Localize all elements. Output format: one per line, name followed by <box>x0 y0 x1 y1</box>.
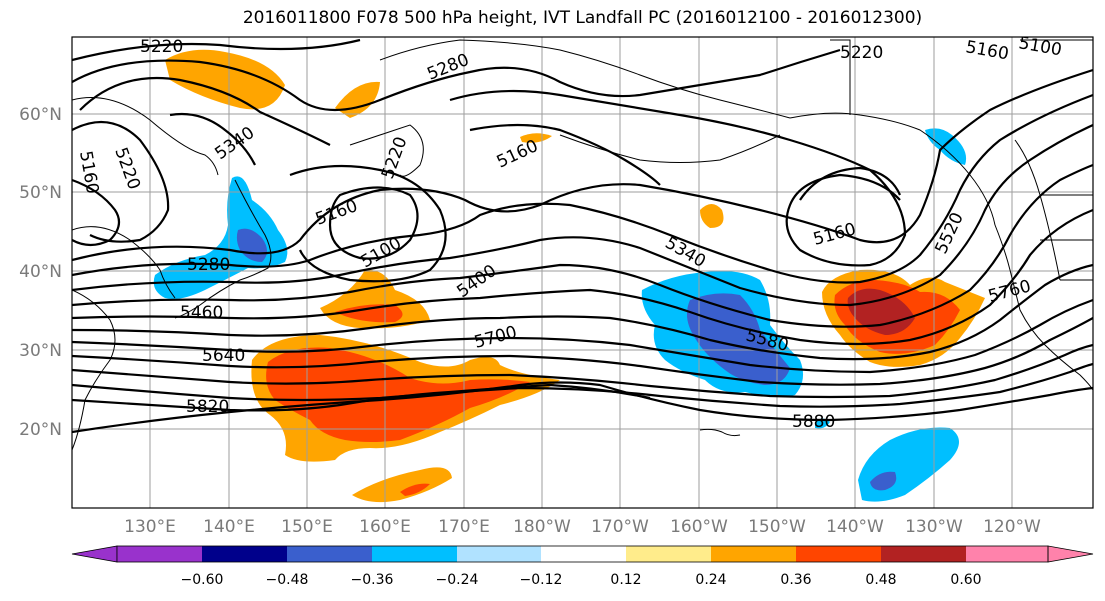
contour-label: 5640 <box>202 346 245 366</box>
colorbar-segment <box>457 546 541 562</box>
contour-label: 5460 <box>180 303 223 323</box>
lon-label: 160°E <box>359 517 411 537</box>
colorbar-segment <box>966 546 1048 562</box>
longitude-labels: 130°E 140°E 150°E 160°E 170°E 180°W 170°… <box>124 517 1041 537</box>
colorbar-tick-label: 0.60 <box>950 572 981 588</box>
lon-label: 130°W <box>905 517 963 537</box>
positive-anomaly-central-north-core <box>335 304 403 323</box>
negative-anomaly-east-pacific-core <box>686 293 790 385</box>
colorbar-segment <box>541 546 626 562</box>
lat-label: 60°N <box>19 105 62 125</box>
lon-label: 120°W <box>983 517 1041 537</box>
contour-label: 5220 <box>140 37 183 57</box>
colorbar-tick-label: 0.12 <box>610 572 641 588</box>
contour-label: 5220 <box>840 43 883 63</box>
contour-label: 5280 <box>187 255 230 275</box>
lat-label: 20°N <box>19 420 62 440</box>
colorbar-tick-label: −0.24 <box>436 572 479 588</box>
lat-label: 40°N <box>19 262 62 282</box>
contour-label: 5100 <box>1017 33 1063 60</box>
lon-label: 150°W <box>748 517 806 537</box>
map-area: 5220 5280 5340 5160 5220 5160 5220 5160 … <box>72 33 1093 508</box>
colorbar-tick-label: −0.12 <box>520 572 563 588</box>
map-title: 2016011800 F078 500 hPa height, IVT Land… <box>242 8 923 28</box>
colorbar-tick-label: −0.60 <box>181 572 224 588</box>
lat-label: 50°N <box>19 183 62 203</box>
positive-anomaly-south-core <box>400 483 430 496</box>
colorbar-tick-label: 0.24 <box>695 572 726 588</box>
negative-anomaly-alaska <box>925 128 967 165</box>
colorbar-extend-right <box>1047 545 1094 563</box>
lon-label: 170°E <box>438 517 490 537</box>
colorbar-segment <box>202 546 287 562</box>
positive-anomaly-south <box>352 467 452 503</box>
colorbar-extend-left <box>71 545 118 563</box>
colorbar-segment <box>287 546 372 562</box>
colorbar-segment <box>711 546 796 562</box>
colorbar-segment <box>117 546 202 562</box>
positive-anomaly-ne-pacific-max <box>847 288 915 335</box>
positive-anomaly-top-left <box>165 49 285 110</box>
lon-label: 130°E <box>124 517 176 537</box>
lon-label: 140°E <box>203 517 255 537</box>
lon-label: 170°W <box>591 517 649 537</box>
colorbar: −0.60 −0.48 −0.36 −0.24 −0.12 0.12 0.24 … <box>71 545 1094 588</box>
negative-anomaly-southeast-core <box>870 471 897 491</box>
lat-label: 30°N <box>19 341 62 361</box>
contour-label: 5880 <box>792 412 835 432</box>
height-contours <box>72 38 1093 434</box>
colorbar-segment <box>626 546 711 562</box>
lon-label: 160°W <box>670 517 728 537</box>
lon-label: 140°W <box>826 517 884 537</box>
colorbar-tick-label: 0.36 <box>780 572 811 588</box>
colorbar-segment <box>881 546 966 562</box>
positive-anomaly-small-3 <box>700 204 724 228</box>
colorbar-tick-label: −0.36 <box>351 572 394 588</box>
contour-label: 5820 <box>186 397 229 417</box>
negative-anomaly-japan <box>153 176 288 299</box>
map-frame <box>71 36 1094 509</box>
coastlines <box>72 39 1093 451</box>
lon-label: 150°E <box>281 517 333 537</box>
colorbar-ticks: −0.60 −0.48 −0.36 −0.24 −0.12 0.12 0.24 … <box>181 572 982 588</box>
colorbar-tick-label: −0.48 <box>266 572 309 588</box>
colorbar-segment <box>372 546 457 562</box>
lon-label: 180°W <box>513 517 571 537</box>
latitude-labels: 60°N 50°N 40°N 30°N 20°N <box>19 105 62 440</box>
colorbar-segment <box>796 546 881 562</box>
colorbar-tick-label: 0.48 <box>865 572 896 588</box>
positive-anomaly-subtropical-core <box>266 347 530 442</box>
positive-anomaly-small-2 <box>520 133 552 143</box>
